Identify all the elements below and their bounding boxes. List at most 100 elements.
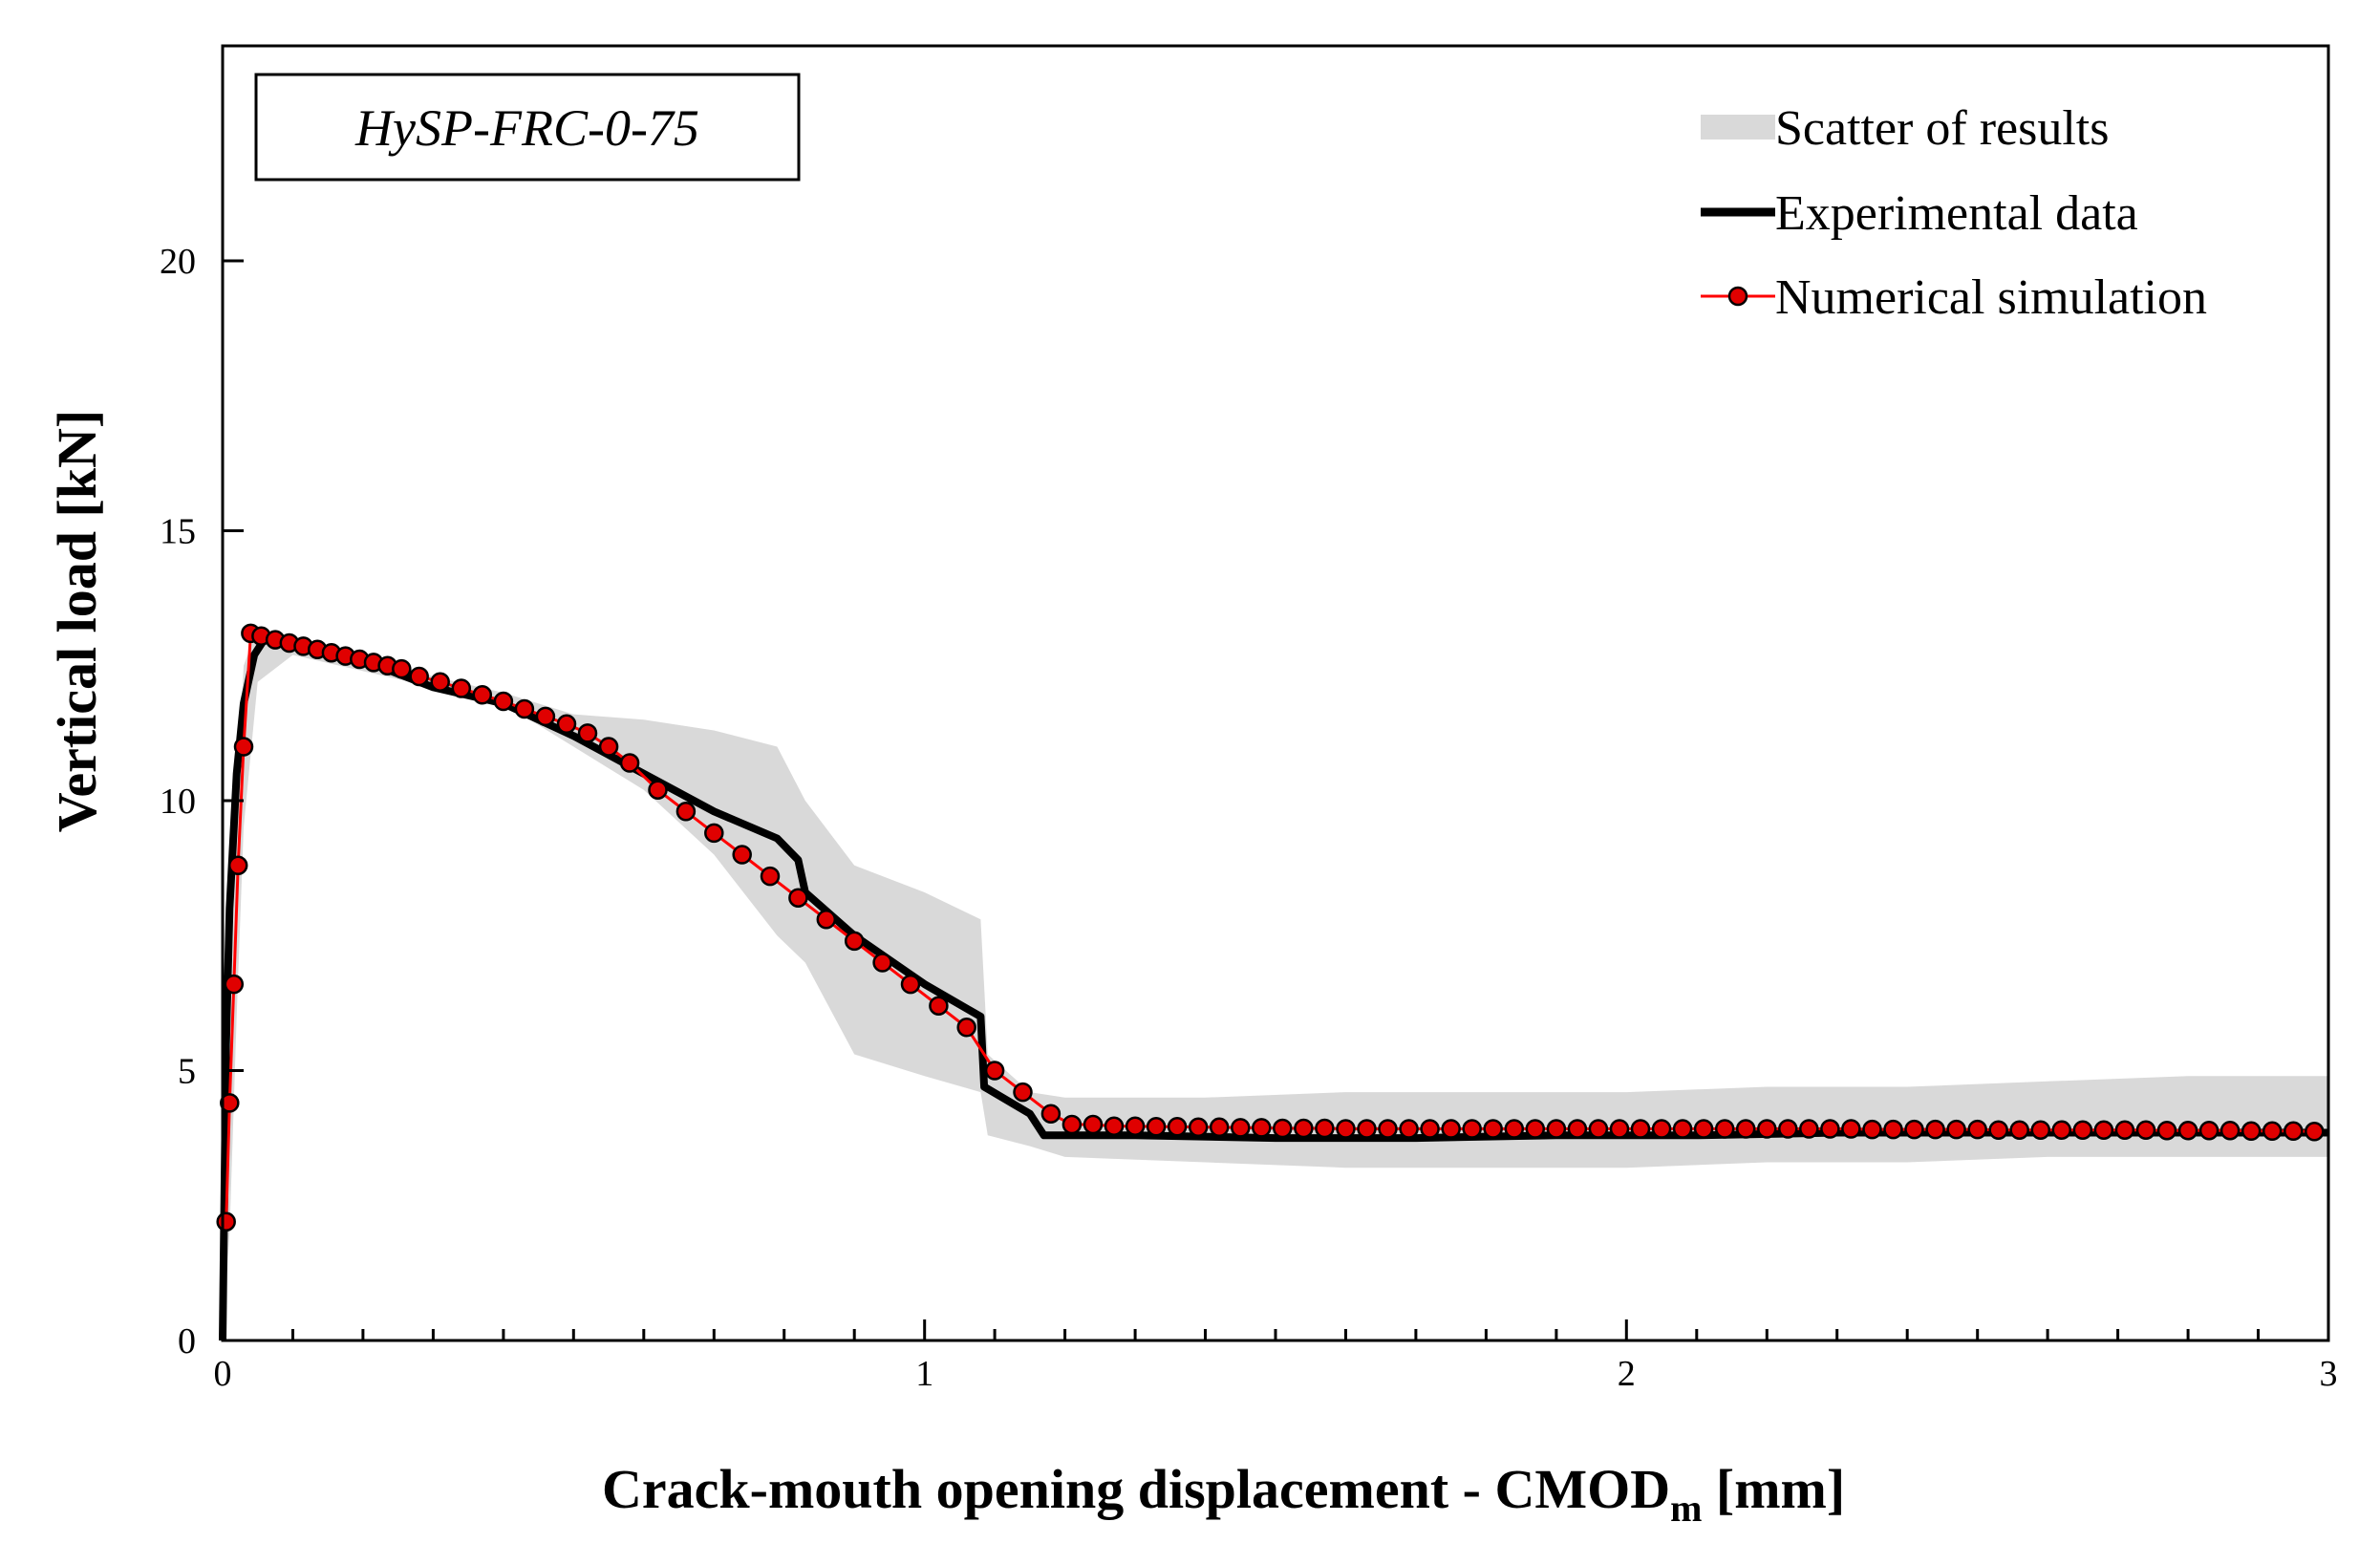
label-box-text: HySP-FRC-0-75 [354, 99, 699, 157]
numerical-marker [227, 855, 248, 876]
numerical-marker [2030, 1120, 2051, 1140]
numerical-marker [216, 1211, 236, 1232]
numerical-marker [788, 888, 808, 908]
numerical-marker [648, 780, 668, 800]
legend-label-experimental: Experimental data [1775, 186, 2138, 241]
numerical-marker [1841, 1119, 1861, 1139]
numerical-marker [1862, 1119, 1882, 1140]
legend: Scatter of results Experimental data Num… [1701, 101, 2207, 325]
x-axis-title-main: Crack-mouth opening displacement - CMOD [602, 1458, 1670, 1520]
x-tick-label: 1 [915, 1354, 933, 1394]
numerical-marker [872, 953, 892, 973]
numerical-marker [535, 706, 556, 727]
legend-label-scatter: Scatter of results [1775, 101, 2109, 156]
numerical-marker [598, 737, 619, 757]
numerical-marker [1209, 1117, 1230, 1138]
numerical-marker [1483, 1119, 1503, 1139]
numerical-marker [1567, 1119, 1588, 1139]
numerical-marker [1883, 1119, 1903, 1140]
numerical-marker [2241, 1121, 2262, 1142]
y-tick-label: 10 [160, 782, 196, 822]
numerical-marker [2156, 1120, 2177, 1141]
numerical-marker [844, 931, 865, 952]
numerical-marker [929, 996, 949, 1016]
numerical-marker [1778, 1119, 1798, 1139]
numerical-marker [1988, 1120, 2008, 1140]
numerical-marker [2009, 1120, 2029, 1140]
numerical-marker [1967, 1119, 1987, 1140]
numerical-marker [233, 737, 254, 757]
numerical-marker [1588, 1119, 1609, 1139]
numerical-marker [577, 723, 598, 743]
numerical-marker [1441, 1119, 1461, 1139]
x-tick-label: 2 [1618, 1354, 1636, 1394]
x-axis-title-subscript: m [1670, 1487, 1702, 1530]
numerical-marker [1061, 1114, 1083, 1135]
numerical-marker [1820, 1119, 1840, 1139]
numerical-marker [619, 753, 640, 773]
numerical-marker [1651, 1119, 1672, 1139]
numerical-marker [2177, 1120, 2198, 1141]
numerical-marker [2262, 1121, 2283, 1142]
numerical-marker [675, 802, 697, 822]
numerical-marker [1083, 1114, 1104, 1135]
numerical-marker [816, 910, 837, 930]
numerical-marker [1104, 1116, 1125, 1136]
numerical-marker [430, 672, 450, 692]
numerical-marker [1420, 1119, 1440, 1139]
numerical-marker [1336, 1119, 1356, 1139]
plot-area [216, 623, 2328, 1341]
numerical-marker [1946, 1119, 1966, 1140]
numerical-marker [2135, 1120, 2156, 1140]
numerical-marker [2114, 1120, 2135, 1140]
numerical-marker [1040, 1104, 1061, 1124]
numerical-marker [1714, 1119, 1735, 1139]
numerical-marker [760, 866, 781, 887]
numerical-marker [514, 698, 535, 719]
numerical-marker [2219, 1120, 2241, 1141]
numerical-marker [472, 685, 493, 705]
numerical-marker [2305, 1122, 2325, 1142]
axis-ticks: 0 1 2 3 0 5 10 15 20 [160, 242, 2338, 1394]
numerical-marker [1672, 1119, 1693, 1139]
numerical-marker [984, 1061, 1005, 1081]
x-tick-label: 3 [2320, 1354, 2338, 1394]
numerical-marker [409, 666, 429, 687]
numerical-marker [1315, 1118, 1335, 1139]
numerical-marker [2198, 1120, 2219, 1141]
numerical-marker [1525, 1119, 1546, 1139]
legend-label-numerical: Numerical simulation [1775, 270, 2207, 325]
label-box-frame [254, 73, 801, 182]
numerical-marker [1799, 1119, 1819, 1139]
numerical-marker [2072, 1120, 2093, 1140]
x-axis-title-suffix: [mm] [1702, 1458, 1845, 1520]
numerical-marker [392, 658, 412, 679]
x-axis-title: Crack-mouth opening displacement - CMODm… [602, 1458, 1845, 1530]
numerical-marker [956, 1018, 976, 1038]
numerical-marker [1925, 1119, 1945, 1140]
numerical-marker [1125, 1116, 1146, 1136]
numerical-marker [1357, 1119, 1377, 1139]
numerical-marker [1399, 1119, 1419, 1139]
numerical-marker [704, 823, 724, 844]
numerical-marker [1609, 1119, 1630, 1139]
numerical-marker [1146, 1117, 1167, 1137]
numerical-marker [1735, 1119, 1756, 1139]
label-box: HySP-FRC-0-75 [254, 73, 801, 182]
numerical-marker [1273, 1118, 1293, 1139]
numerical-marker [1462, 1119, 1482, 1139]
numerical-marker [1378, 1119, 1398, 1139]
numerical-marker [1013, 1082, 1033, 1103]
numerical-marker [493, 691, 514, 712]
numerical-marker [732, 845, 752, 865]
numerical-marker [2093, 1120, 2114, 1140]
y-tick-label: 5 [178, 1052, 196, 1092]
numerical-marker [1693, 1119, 1714, 1139]
numerical-marker [224, 974, 245, 995]
numerical-marker [2284, 1121, 2304, 1142]
y-tick-label: 0 [178, 1321, 196, 1361]
numerical-marker [1904, 1119, 1924, 1140]
numerical-marker [1167, 1117, 1188, 1137]
